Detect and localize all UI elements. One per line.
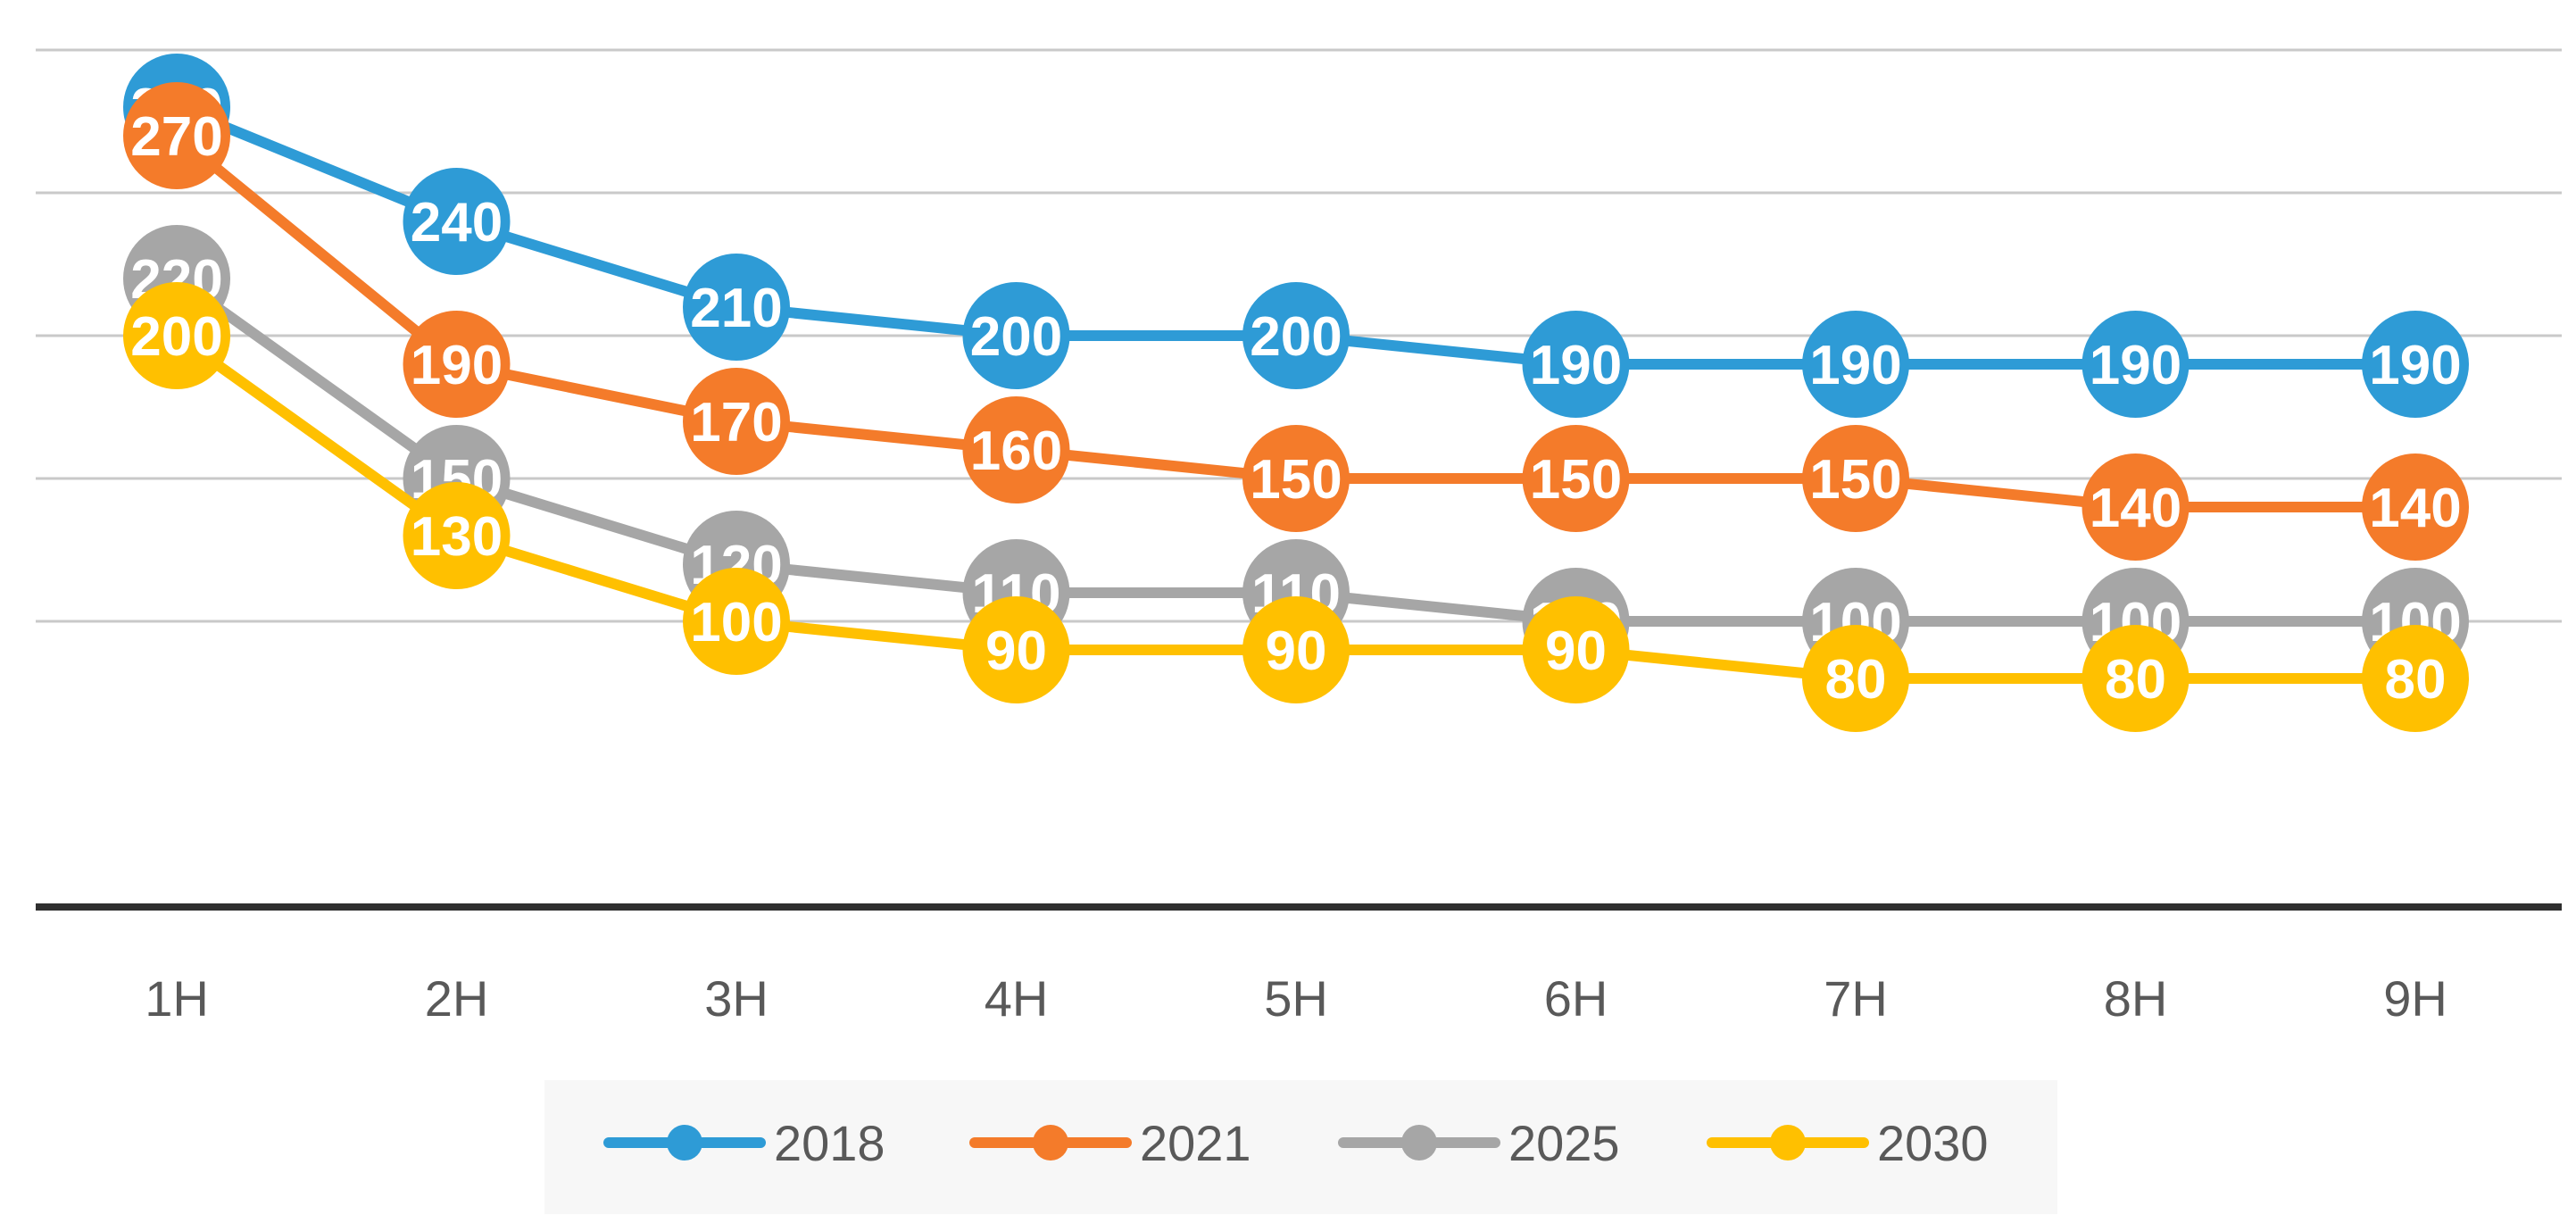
data-point — [1802, 625, 1909, 732]
data-label: 190 — [2369, 335, 2461, 396]
data-point — [1522, 425, 1630, 532]
x-tick-label: 9H — [2383, 970, 2447, 1027]
data-label: 160 — [970, 420, 1062, 482]
data-point — [1522, 311, 1630, 418]
data-label: 150 — [1530, 449, 1622, 511]
data-label: 270 — [130, 106, 222, 168]
data-label: 80 — [2105, 649, 2166, 711]
data-label: 90 — [985, 620, 1047, 682]
data-label: 90 — [1266, 620, 1327, 682]
data-label: 80 — [2385, 649, 2447, 711]
x-tick-label: 2H — [425, 970, 489, 1027]
legend-marker — [1770, 1125, 1806, 1161]
data-label: 130 — [411, 506, 503, 568]
data-label: 150 — [1809, 449, 1901, 511]
data-label: 140 — [2369, 478, 2461, 539]
data-point — [1242, 596, 1350, 703]
legend-item-2021: 2021 — [969, 1115, 1251, 1171]
series-group: 2802402102002001901901901902701901701601… — [123, 54, 2469, 732]
data-point — [683, 368, 790, 475]
data-point — [962, 282, 1070, 389]
data-point — [2362, 625, 2469, 732]
x-tick-label: 3H — [704, 970, 769, 1027]
data-label: 190 — [1809, 335, 1901, 396]
data-label: 240 — [411, 192, 503, 254]
data-label: 190 — [2090, 335, 2181, 396]
data-label: 200 — [130, 306, 222, 368]
data-label: 190 — [1530, 335, 1622, 396]
data-point — [1522, 596, 1630, 703]
data-point — [2362, 453, 2469, 561]
x-tick-label: 8H — [2104, 970, 2168, 1027]
data-label: 150 — [1250, 449, 1342, 511]
legend-label: 2018 — [774, 1115, 885, 1171]
data-label: 170 — [690, 392, 782, 453]
legend-marker — [667, 1125, 702, 1161]
legend-marker — [1401, 1125, 1437, 1161]
x-tick-label: 4H — [985, 970, 1049, 1027]
data-point — [1802, 425, 1909, 532]
legend-item-2018: 2018 — [603, 1115, 885, 1171]
data-label: 200 — [1250, 306, 1342, 368]
data-label: 190 — [411, 335, 503, 396]
legend-label: 2025 — [1508, 1115, 1620, 1171]
data-point — [123, 82, 230, 189]
data-label: 80 — [1825, 649, 1887, 711]
data-point — [403, 482, 511, 589]
data-label: 90 — [1545, 620, 1607, 682]
data-label: 210 — [690, 278, 782, 339]
data-point — [1242, 282, 1350, 389]
legend: 2018 2021 2025 2030 — [544, 1080, 2057, 1214]
data-point — [962, 596, 1070, 703]
data-point — [2082, 625, 2190, 732]
legend-label: 2030 — [1877, 1115, 1989, 1171]
data-point — [2082, 311, 2190, 418]
x-tick-label: 5H — [1264, 970, 1328, 1027]
x-tick-label: 6H — [1544, 970, 1608, 1027]
data-point — [1242, 425, 1350, 532]
data-point — [683, 254, 790, 361]
series-2021: 270 190 170 160 150 150 150 140 140 — [123, 82, 2469, 561]
data-point — [123, 282, 230, 389]
data-point — [403, 311, 511, 418]
data-point — [2362, 311, 2469, 418]
data-point — [2082, 453, 2190, 561]
data-point — [683, 568, 790, 675]
legend-marker — [1033, 1125, 1068, 1161]
series-2030: 200 130 100 90 90 90 80 80 80 — [123, 282, 2469, 732]
legend-item-2025: 2025 — [1338, 1115, 1620, 1171]
legend-item-2030: 2030 — [1707, 1115, 1989, 1171]
data-label: 100 — [690, 592, 782, 653]
data-point — [1802, 311, 1909, 418]
data-point — [962, 396, 1070, 503]
legend-label: 2021 — [1140, 1115, 1251, 1171]
x-tick-label: 7H — [1824, 970, 1888, 1027]
data-point — [403, 168, 511, 275]
x-axis-tick-labels: 1H 2H 3H 4H 5H 6H 7H 8H 9H — [145, 970, 2447, 1027]
data-label: 140 — [2090, 478, 2181, 539]
data-label: 200 — [970, 306, 1062, 368]
x-tick-label: 1H — [145, 970, 209, 1027]
